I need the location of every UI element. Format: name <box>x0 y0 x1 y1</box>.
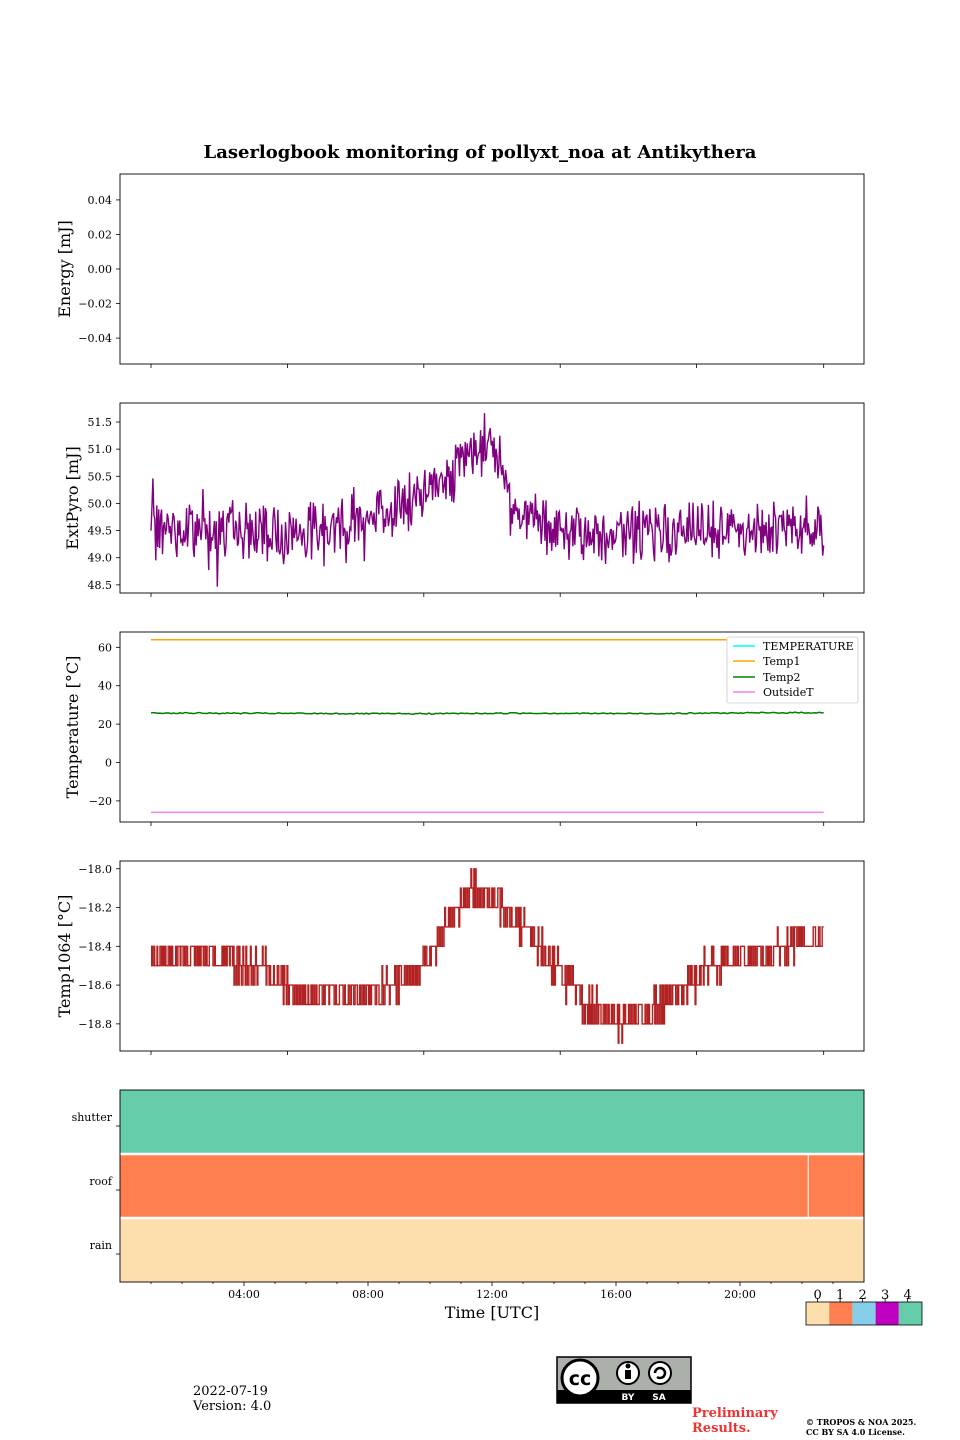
ytick-label: 50.0 <box>88 497 113 510</box>
colorbar-frame <box>805 1301 923 1326</box>
ytick-label: −18.8 <box>78 1018 112 1031</box>
temp1064-series-line <box>150 868 824 1044</box>
ytick-label: 51.0 <box>88 443 113 456</box>
temp1064-panel: Temp1064 [°C] −18.0 −18.2 −18.4 −18.6 −18.8 <box>55 860 865 1055</box>
temperature-ylabel: Temperature [°C] <box>63 656 82 799</box>
extpyro-axes-frame <box>119 402 865 594</box>
status-panel: shutter roof rain 04:00 08:00 12:00 16:00 20:0… <box>72 1089 865 1322</box>
ytick-label: 0.00 <box>88 263 113 276</box>
energy-yticks: 0.04 0.02 0.00 −0.02 −0.04 <box>78 194 120 345</box>
energy-xticks <box>150 364 825 368</box>
status-row-shutter <box>120 1090 864 1154</box>
temperature-xticks <box>150 822 825 826</box>
colorbar-swatch <box>898 1302 922 1325</box>
by-icon-body <box>625 1370 631 1379</box>
status-yticks: shutter roof rain <box>72 1111 120 1255</box>
legend-label-temperature: TEMPERATURE <box>763 640 854 653</box>
figure-title: Laserlogbook monitoring of pollyxt_noa a… <box>204 142 757 163</box>
footer-version: Version: 4.0 <box>193 1399 272 1414</box>
cc-license-badge: cc BY SA <box>556 1356 692 1404</box>
cc-badge-sa-label: SA <box>652 1393 665 1403</box>
temp1064-xticks <box>150 1051 825 1055</box>
ytick-label: 50.5 <box>88 470 113 483</box>
ytick-label: −18.4 <box>78 940 112 953</box>
temp1064-axes-frame <box>119 860 865 1052</box>
ytick-label: 0.02 <box>88 228 113 241</box>
xtick-label: 04:00 <box>228 1288 260 1301</box>
status-row-label: shutter <box>72 1111 113 1124</box>
energy-axes-frame <box>119 173 865 365</box>
colorbar-tick-label: 2 <box>858 1288 866 1303</box>
xtick-label: 16:00 <box>600 1288 632 1301</box>
ytick-label: 0.04 <box>88 194 113 207</box>
legend-label-temp1: Temp1 <box>763 655 800 668</box>
temperature-panel: Temperature [°C] 60 40 20 0 −20 TEMPERATURE … <box>63 631 865 826</box>
status-row-rain <box>120 1218 864 1282</box>
energy-panel: Energy [mJ] 0.04 0.02 0.00 −0.02 −0.04 <box>55 173 865 368</box>
energy-ylabel: Energy [mJ] <box>55 220 74 318</box>
ytick-label: 0 <box>105 757 112 770</box>
status-heatmap-rows <box>120 1090 864 1282</box>
status-row-label: roof <box>89 1175 113 1188</box>
colorbar-swatch <box>806 1302 830 1325</box>
colorbar-tick-label: 1 <box>836 1288 844 1303</box>
ytick-label: 40 <box>98 680 112 693</box>
copyright-note: © TROPOS & NOA 2025. CC BY SA 4.0 Licens… <box>806 1417 917 1437</box>
colorbar-tick-label: 0 <box>813 1288 821 1303</box>
extpyro-xticks <box>150 593 825 597</box>
extpyro-series-line <box>150 413 825 587</box>
temperature-yticks: 60 40 20 0 −20 <box>89 641 120 808</box>
temp1064-ylabel: Temp1064 [°C] <box>55 895 74 1018</box>
legend-label-outsidet: OutsideT <box>763 686 814 699</box>
cc-badge-by-label: BY <box>622 1393 635 1403</box>
temperature-series-lines <box>150 638 824 814</box>
sa-icon <box>648 1361 672 1385</box>
temperature-legend: TEMPERATURE Temp1 Temp2 OutsideT <box>726 636 859 704</box>
preliminary-results-note: Preliminary Results. <box>692 1406 778 1436</box>
ytick-label: −0.02 <box>78 298 112 311</box>
ytick-label: 51.5 <box>88 416 113 429</box>
ytick-label: −20 <box>89 795 112 808</box>
status-xlabel: Time [UTC] <box>445 1303 539 1322</box>
colorbar-swatch <box>875 1302 899 1325</box>
temp1064-yticks: −18.0 −18.2 −18.4 −18.6 −18.8 <box>78 863 120 1031</box>
ytick-label: −18.0 <box>78 863 112 876</box>
ytick-label: 20 <box>98 718 112 731</box>
xtick-label: 12:00 <box>476 1288 508 1301</box>
legend-frame <box>726 636 859 704</box>
ytick-label: 49.5 <box>88 525 113 538</box>
cc-icon-text: cc <box>569 1368 592 1390</box>
status-row-label: rain <box>90 1239 112 1252</box>
ytick-label: −0.04 <box>78 332 112 345</box>
colorbar-swatch <box>852 1302 876 1325</box>
legend-label-temp2: Temp2 <box>763 671 800 684</box>
xtick-label: 20:00 <box>724 1288 756 1301</box>
status-xticks: 04:00 08:00 12:00 16:00 20:00 <box>150 1282 834 1301</box>
colorbar-tick-label: 3 <box>881 1288 889 1303</box>
ytick-label: 49.0 <box>88 552 113 565</box>
ytick-label: 60 <box>98 641 112 654</box>
ytick-label: −18.2 <box>78 902 112 915</box>
colorbar-tick-label: 4 <box>903 1288 911 1303</box>
colorbar-swatch <box>829 1302 853 1325</box>
sa-icon-arrow <box>653 1366 667 1380</box>
extpyro-ylabel: ExtPyro [mJ] <box>63 446 82 549</box>
by-icon-head <box>625 1363 631 1369</box>
cc-icon <box>560 1358 600 1398</box>
xtick-label: 08:00 <box>352 1288 384 1301</box>
ytick-label: 48.5 <box>88 579 113 592</box>
status-row-roof <box>120 1154 864 1218</box>
series-line-temp2 <box>150 711 824 715</box>
extpyro-yticks: 51.5 51.0 50.5 50.0 49.5 49.0 48.5 <box>88 416 120 592</box>
temperature-axes-frame <box>119 631 865 823</box>
ytick-label: −18.6 <box>78 979 112 992</box>
footer-date: 2022-07-19 <box>193 1384 268 1399</box>
extpyro-panel: ExtPyro [mJ] 51.5 51.0 50.5 50.0 49.5 49.0 48.… <box>63 402 865 597</box>
